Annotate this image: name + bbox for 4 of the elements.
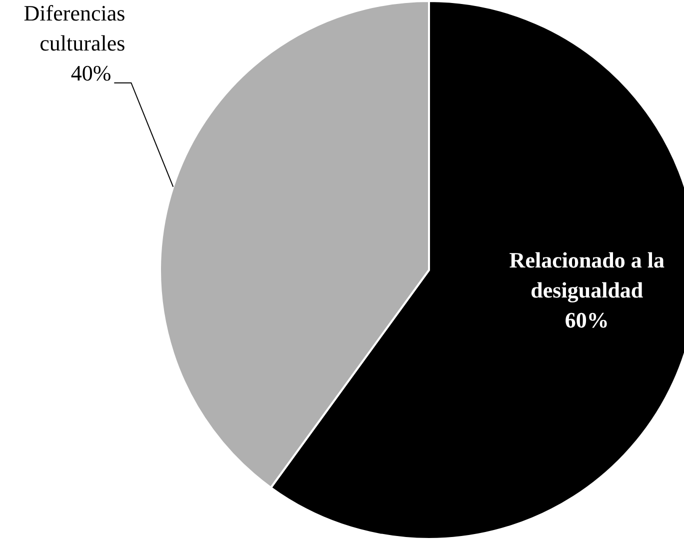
slice-label: Diferencias culturales <box>24 0 126 56</box>
data-label: 40% <box>70 60 112 86</box>
data-label: 60% <box>564 307 609 332</box>
slice-label: Relacionado a la desigualdad <box>509 247 665 302</box>
